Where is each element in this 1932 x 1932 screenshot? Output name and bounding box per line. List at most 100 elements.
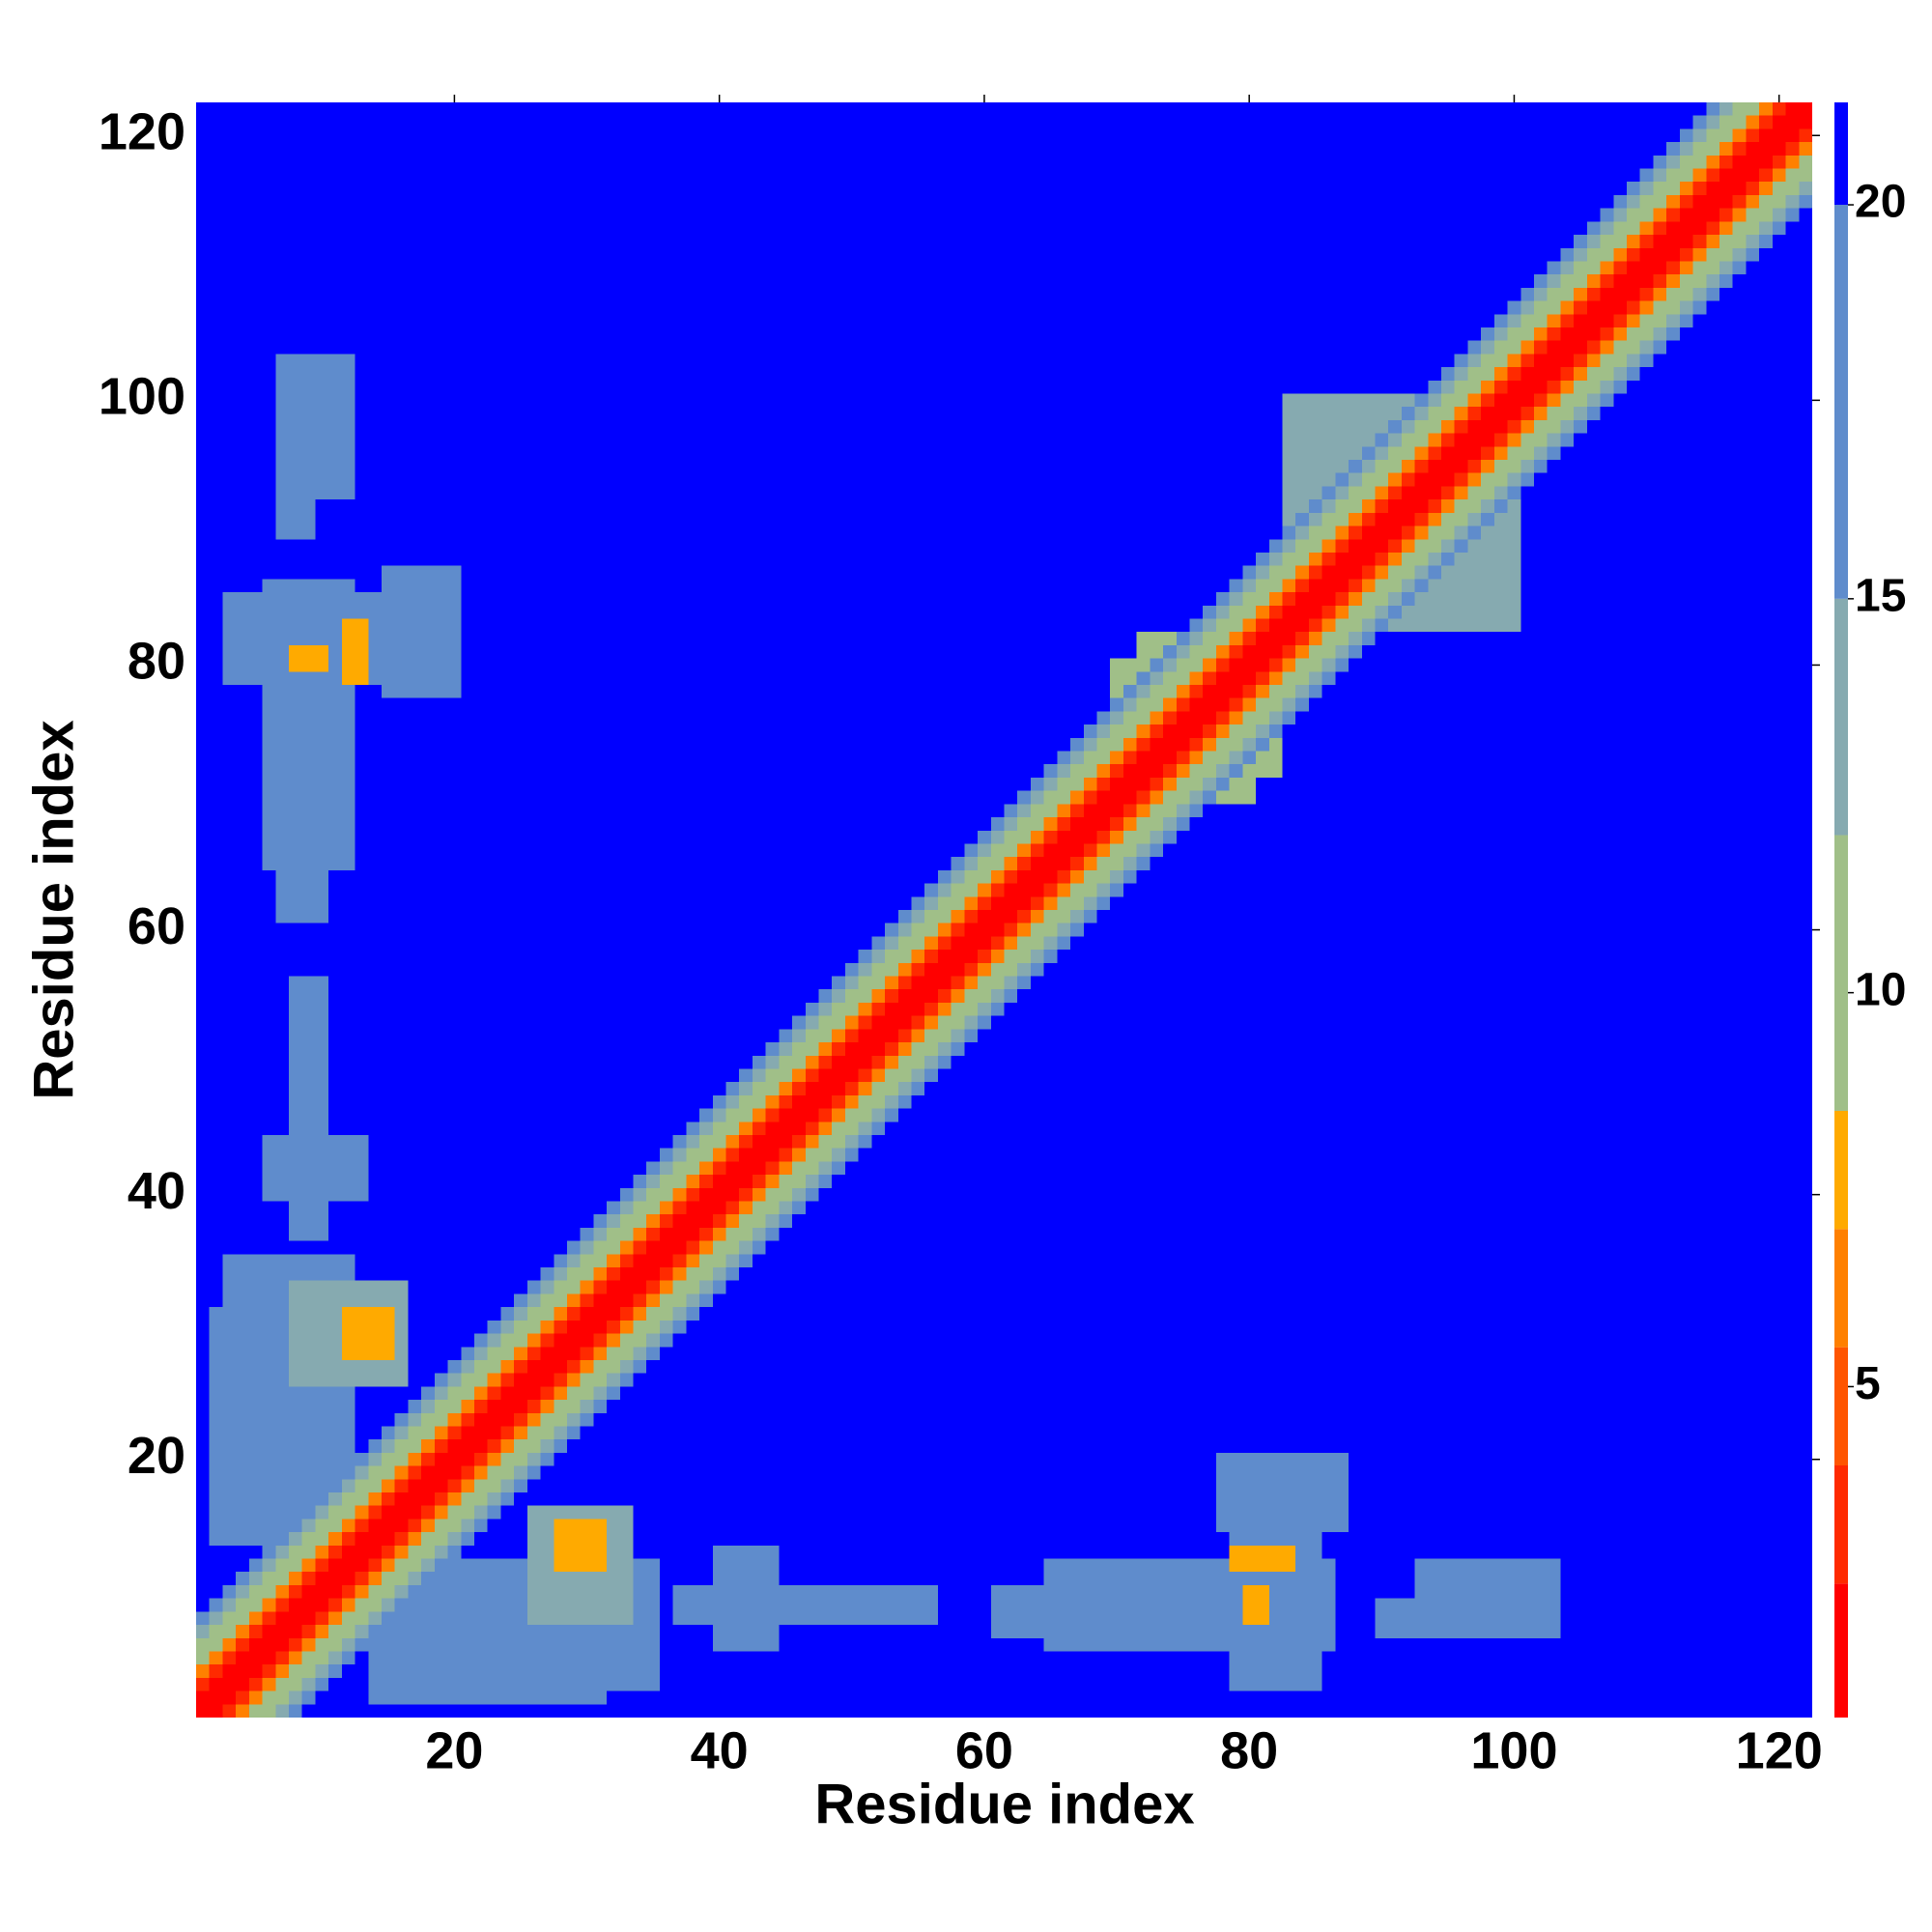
diagonal-cell bbox=[765, 1227, 780, 1241]
diagonal-cell bbox=[447, 1532, 462, 1546]
diagonal-cell bbox=[1520, 446, 1535, 461]
diagonal-cell bbox=[381, 1558, 395, 1573]
diagonal-cell bbox=[1229, 737, 1243, 752]
diagonal-cell bbox=[646, 1187, 660, 1202]
diagonal-cell bbox=[832, 1068, 845, 1083]
diagonal-cell bbox=[1428, 419, 1442, 434]
diagonal-cell bbox=[408, 1439, 422, 1453]
diagonal-cell bbox=[236, 1664, 249, 1678]
diagonal-cell bbox=[1057, 936, 1071, 951]
diagonal-cell bbox=[1375, 579, 1389, 593]
diagonal-cell bbox=[951, 962, 965, 977]
diagonal-cell bbox=[526, 1426, 541, 1440]
diagonal-cell bbox=[394, 1532, 409, 1546]
diagonal-cell bbox=[1441, 552, 1455, 566]
diagonal-cell bbox=[1017, 936, 1031, 951]
diagonal-cell bbox=[1083, 883, 1097, 897]
diagonal-cell bbox=[1613, 380, 1628, 394]
diagonal-cell bbox=[1414, 446, 1429, 461]
diagonal-cell bbox=[1547, 274, 1561, 288]
diagonal-cell bbox=[1719, 128, 1733, 143]
diagonal-cell bbox=[924, 923, 938, 937]
diagonal-cell bbox=[1096, 737, 1111, 752]
diagonal-cell bbox=[236, 1625, 249, 1638]
diagonal-cell bbox=[1057, 804, 1071, 818]
diagonal-cell bbox=[341, 1651, 355, 1665]
diagonal-cell bbox=[937, 976, 952, 990]
diagonal-cell bbox=[262, 1637, 276, 1652]
diagonal-cell bbox=[421, 1412, 435, 1427]
diagonal-cell bbox=[739, 1201, 753, 1215]
diagonal-cell bbox=[1520, 340, 1535, 355]
diagonal-cell bbox=[1759, 155, 1773, 169]
diagonal-cell bbox=[381, 1439, 395, 1453]
diagonal-cell bbox=[871, 1042, 886, 1056]
diagonal-cell bbox=[394, 1584, 409, 1599]
diagonal-cell bbox=[434, 1492, 448, 1506]
diagonal-cell bbox=[1110, 830, 1123, 844]
diagonal-cell bbox=[1706, 182, 1720, 195]
diagonal-cell bbox=[885, 1068, 898, 1083]
diagonal-cell bbox=[288, 1690, 302, 1705]
diagonal-cell bbox=[368, 1598, 382, 1612]
diagonal-cell bbox=[447, 1439, 462, 1453]
diagonal-cell bbox=[686, 1254, 700, 1268]
diagonal-cell bbox=[1375, 499, 1389, 513]
diagonal-cell bbox=[805, 1082, 819, 1095]
diagonal-cell bbox=[1004, 830, 1018, 844]
diagonal-cell bbox=[434, 1426, 448, 1440]
diagonal-cell bbox=[1653, 300, 1667, 315]
diagonal-cell bbox=[1454, 446, 1468, 461]
diagonal-cell bbox=[275, 1677, 289, 1691]
diagonal-cell bbox=[1349, 499, 1362, 513]
diagonal-cell bbox=[633, 1187, 647, 1202]
diagonal-cell bbox=[1203, 618, 1216, 633]
patch bbox=[275, 1134, 369, 1202]
diagonal-cell bbox=[394, 1439, 409, 1453]
diagonal-cell bbox=[752, 1134, 766, 1149]
diagonal-cell bbox=[1653, 340, 1667, 355]
diagonal-cell bbox=[355, 1637, 369, 1652]
diagonal-cell bbox=[1215, 592, 1230, 606]
diagonal-cell bbox=[990, 936, 1005, 951]
diagonal-cell bbox=[447, 1373, 462, 1387]
diagonal-cell bbox=[897, 1055, 912, 1069]
diagonal-cell bbox=[1004, 976, 1018, 990]
diagonal-cell bbox=[699, 1108, 713, 1122]
diagonal-cell bbox=[1428, 393, 1442, 408]
diagonal-cell bbox=[248, 1572, 263, 1585]
diagonal-cell bbox=[368, 1505, 382, 1520]
diagonal-cell bbox=[1361, 579, 1376, 593]
diagonal-cell bbox=[1679, 274, 1693, 288]
diagonal-cell bbox=[1586, 327, 1601, 341]
diagonal-cell bbox=[1030, 923, 1044, 937]
diagonal-cell bbox=[1361, 460, 1376, 473]
diagonal-cell bbox=[1520, 407, 1535, 420]
diagonal-cell bbox=[1454, 407, 1468, 420]
diagonal-cell bbox=[699, 1214, 713, 1228]
diagonal-cell bbox=[209, 1598, 223, 1612]
diagonal-cell bbox=[805, 1161, 819, 1176]
diagonal-cell bbox=[1349, 552, 1362, 566]
diagonal-cell bbox=[1534, 340, 1548, 355]
diagonal-cell bbox=[1215, 605, 1230, 619]
diagonal-cell bbox=[341, 1611, 355, 1626]
diagonal-cell bbox=[1295, 618, 1309, 633]
diagonal-cell bbox=[1321, 592, 1336, 606]
diagonal-cell bbox=[871, 1029, 886, 1043]
diagonal-cell bbox=[858, 1029, 872, 1043]
diagonal-cell bbox=[447, 1452, 462, 1466]
diagonal-cell bbox=[1534, 327, 1548, 341]
diagonal-cell bbox=[341, 1519, 355, 1533]
diagonal-cell bbox=[1242, 592, 1257, 606]
diagonal-cell bbox=[990, 950, 1005, 963]
diagonal-cell bbox=[1203, 697, 1216, 712]
diagonal-cell bbox=[1441, 486, 1455, 500]
diagonal-cell bbox=[1627, 247, 1640, 262]
diagonal-cell bbox=[1110, 843, 1123, 858]
diagonal-cell bbox=[394, 1545, 409, 1559]
diagonal-cell bbox=[897, 923, 912, 937]
diagonal-cell bbox=[646, 1254, 660, 1268]
diagonal-cell bbox=[1732, 221, 1747, 236]
diagonal-cell bbox=[1467, 499, 1482, 513]
